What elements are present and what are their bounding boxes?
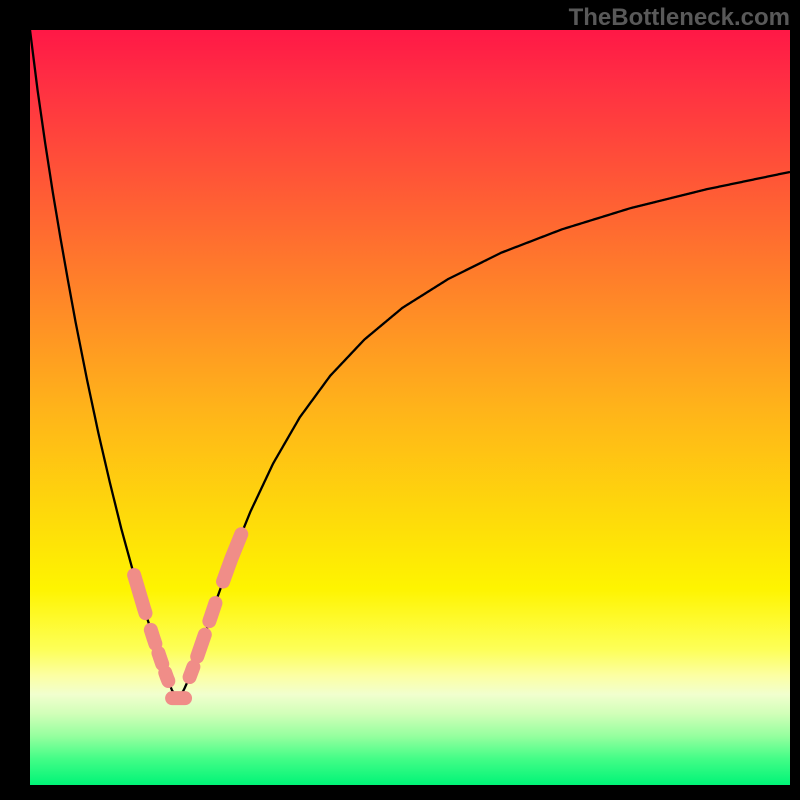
chart-stage: TheBottleneck.com xyxy=(0,0,800,800)
plot-area xyxy=(30,30,790,785)
watermark-text: TheBottleneck.com xyxy=(569,4,790,32)
gradient-background xyxy=(30,30,790,785)
